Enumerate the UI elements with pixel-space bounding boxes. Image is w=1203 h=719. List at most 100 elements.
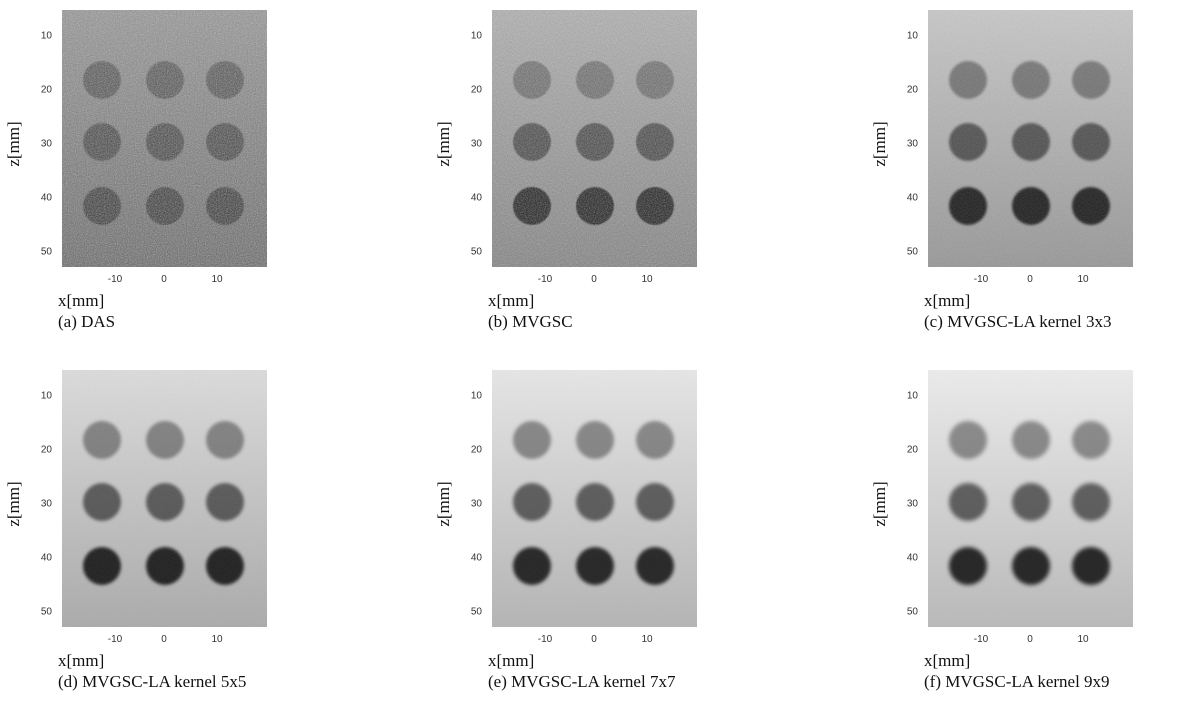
x-tick-label: -10 xyxy=(107,274,123,285)
b-mode-image xyxy=(492,370,697,627)
x-tick-label: 10 xyxy=(641,634,653,645)
x-tick-label: 10 xyxy=(641,274,653,285)
z-tick-label: 50 xyxy=(906,246,918,258)
z-tick-label: 10 xyxy=(906,390,918,402)
z-tick-label: 30 xyxy=(906,498,918,510)
x-axis-label: x[mm] xyxy=(58,291,105,310)
panel-caption: (a) DAS xyxy=(58,312,116,331)
z-tick-label: 50 xyxy=(470,606,482,618)
z-axis-label: z[mm] xyxy=(4,481,23,527)
z-axis-label: z[mm] xyxy=(434,481,453,527)
x-tick-label: -10 xyxy=(973,274,989,285)
z-tick-label: 10 xyxy=(470,30,482,42)
panel-caption: (f) MVGSC-LA kernel 9x9 xyxy=(924,672,1110,691)
z-axis-label: z[mm] xyxy=(870,121,889,167)
b-mode-image xyxy=(928,10,1133,267)
z-tick-label: 40 xyxy=(470,552,482,564)
z-tick-label: 10 xyxy=(40,30,52,42)
b-mode-image xyxy=(492,10,697,267)
z-axis-ticks: 10 20 30 40 50 xyxy=(890,370,920,627)
ultrasound-panel-e: z[mm] 10 20 30 40 50 -10 0 10 x[mm] (e) MVGSC-… xyxy=(430,360,830,719)
x-tick-label: -10 xyxy=(973,634,989,645)
z-tick-label: 30 xyxy=(40,138,52,150)
x-tick-label: 0 xyxy=(591,634,597,645)
z-tick-label: 20 xyxy=(470,84,482,96)
z-tick-label: 50 xyxy=(470,246,482,258)
z-axis-ticks: 10 20 30 40 50 xyxy=(24,370,54,627)
ultrasound-panel-b: z[mm] 10 20 30 40 50 -10 0 10 x[mm] (b) MVGSC xyxy=(430,0,830,359)
x-tick-label: 0 xyxy=(1027,634,1033,645)
z-tick-label: 30 xyxy=(906,138,918,150)
ultrasound-panel-f: z[mm] 10 20 30 40 50 -10 0 10 x[mm] (f) MVGSC-… xyxy=(866,360,1203,719)
ultrasound-image xyxy=(62,10,267,267)
x-axis-label: x[mm] xyxy=(488,651,535,670)
x-axis-ticks: -10 0 10 xyxy=(62,634,267,648)
ultrasound-image xyxy=(62,370,267,627)
b-mode-image xyxy=(62,10,267,267)
z-tick-label: 40 xyxy=(40,192,52,204)
x-tick-label: 0 xyxy=(161,634,167,645)
ultrasound-panel-c: z[mm] 10 20 30 40 50 -10 0 10 x[mm] (c) MVGSC-… xyxy=(866,0,1203,359)
x-axis-ticks: -10 0 10 xyxy=(928,274,1133,288)
x-tick-label: -10 xyxy=(537,634,553,645)
z-axis-label: z[mm] xyxy=(434,121,453,167)
x-tick-label: -10 xyxy=(107,634,123,645)
speckle-noise xyxy=(62,10,267,267)
ultrasound-image xyxy=(492,370,697,627)
z-tick-label: 50 xyxy=(906,606,918,618)
z-tick-label: 40 xyxy=(40,552,52,564)
x-axis-ticks: -10 0 10 xyxy=(492,634,697,648)
x-tick-label: 0 xyxy=(161,274,167,285)
speckle-noise xyxy=(62,370,267,627)
panel-caption: (e) MVGSC-LA kernel 7x7 xyxy=(488,672,676,691)
ultrasound-image xyxy=(928,370,1133,627)
speckle-noise xyxy=(928,370,1133,627)
panel-caption: (d) MVGSC-LA kernel 5x5 xyxy=(58,672,247,691)
z-axis-ticks: 10 20 30 40 50 xyxy=(454,370,484,627)
x-axis-ticks: -10 0 10 xyxy=(62,274,267,288)
ultrasound-image xyxy=(492,10,697,267)
x-tick-label: 10 xyxy=(1077,274,1089,285)
z-tick-label: 30 xyxy=(40,498,52,510)
z-tick-label: 20 xyxy=(906,444,918,456)
x-axis-ticks: -10 0 10 xyxy=(492,274,697,288)
x-axis-label: x[mm] xyxy=(924,291,971,310)
z-tick-label: 40 xyxy=(906,552,918,564)
x-axis-label: x[mm] xyxy=(58,651,105,670)
z-tick-label: 20 xyxy=(470,444,482,456)
z-tick-label: 20 xyxy=(906,84,918,96)
z-tick-label: 30 xyxy=(470,138,482,150)
z-tick-label: 40 xyxy=(906,192,918,204)
ultrasound-panel-d: z[mm] 10 20 30 40 50 -10 0 10 x[mm] (d) MVGSC-… xyxy=(0,360,400,719)
z-tick-label: 30 xyxy=(470,498,482,510)
ultrasound-image xyxy=(928,10,1133,267)
x-axis-label: x[mm] xyxy=(488,291,535,310)
x-tick-label: -10 xyxy=(537,274,553,285)
z-tick-label: 20 xyxy=(40,84,52,96)
z-tick-label: 20 xyxy=(40,444,52,456)
z-axis-ticks: 10 20 30 40 50 xyxy=(24,10,54,267)
x-tick-label: 10 xyxy=(1077,634,1089,645)
z-axis-label: z[mm] xyxy=(870,481,889,527)
x-tick-label: 0 xyxy=(1027,274,1033,285)
z-axis-ticks: 10 20 30 40 50 xyxy=(454,10,484,267)
z-axis-ticks: 10 20 30 40 50 xyxy=(890,10,920,267)
x-tick-label: 10 xyxy=(211,634,223,645)
z-tick-label: 40 xyxy=(470,192,482,204)
z-tick-label: 10 xyxy=(906,30,918,42)
ultrasound-panel-a: z[mm] 10 20 30 40 50 -10 0 10 x[mm] (a) DAS xyxy=(0,0,400,359)
x-tick-label: 10 xyxy=(211,274,223,285)
panel-caption: (b) MVGSC xyxy=(488,312,573,331)
z-tick-label: 50 xyxy=(40,246,52,258)
speckle-noise xyxy=(492,10,697,267)
speckle-noise xyxy=(928,10,1133,267)
b-mode-image xyxy=(928,370,1133,627)
z-axis-label: z[mm] xyxy=(4,121,23,167)
z-tick-label: 50 xyxy=(40,606,52,618)
speckle-noise xyxy=(492,370,697,627)
x-tick-label: 0 xyxy=(591,274,597,285)
x-axis-label: x[mm] xyxy=(924,651,971,670)
panel-caption: (c) MVGSC-LA kernel 3x3 xyxy=(924,312,1112,331)
x-axis-ticks: -10 0 10 xyxy=(928,634,1133,648)
z-tick-label: 10 xyxy=(470,390,482,402)
